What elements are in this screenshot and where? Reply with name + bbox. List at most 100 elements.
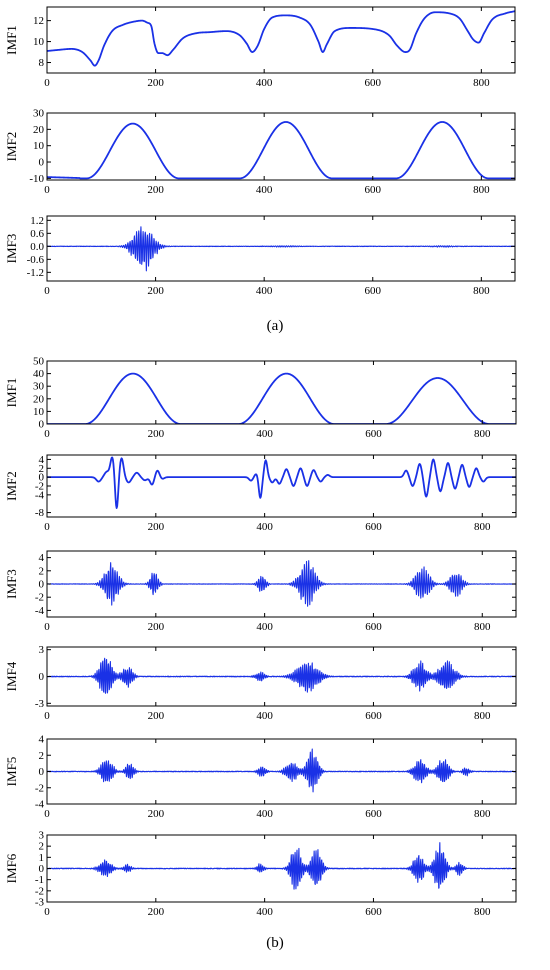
subplot-1: 0 200 400 600 800 8 10 12 IMF1 (4, 6, 516, 89)
x-tick-label: 200 (147, 184, 164, 196)
y-tick-label: 0.6 (30, 228, 44, 240)
y-tick-label: 2 (39, 841, 45, 853)
y-axis-label: IMF1 (4, 378, 19, 408)
y-tick-label: 1.2 (30, 215, 44, 227)
y-tick-label: -2 (35, 885, 44, 897)
x-tick-label: 0 (44, 521, 50, 533)
y-axis-label: IMF5 (4, 757, 19, 787)
x-tick-label: 600 (365, 77, 382, 89)
x-tick-label: 0 (44, 428, 50, 440)
x-tick-label: 200 (148, 808, 165, 820)
x-tick-label: 400 (256, 621, 273, 633)
y-axis-label: IMF3 (4, 569, 19, 599)
x-tick-label: 600 (365, 808, 382, 820)
x-tick-label: 800 (474, 521, 491, 533)
y-axis-label: IMF4 (4, 661, 19, 691)
x-tick-label: 400 (256, 184, 273, 196)
y-tick-label: 2 (39, 565, 45, 577)
y-tick-label: -8 (35, 507, 45, 519)
y-tick-label: -3 (35, 897, 45, 909)
x-tick-label: 200 (147, 285, 164, 297)
y-tick-label: 0.0 (30, 241, 44, 253)
y-tick-label: -4 (35, 605, 45, 617)
y-tick-label: 0 (39, 419, 45, 431)
y-tick-label: 12 (33, 15, 44, 27)
x-tick-label: 600 (365, 428, 382, 440)
data-line-3 (47, 226, 515, 272)
x-tick-label: 400 (256, 77, 273, 89)
y-tick-label: 4 (39, 552, 45, 564)
y-tick-label: 0 (39, 671, 45, 683)
y-tick-label: 3 (39, 830, 45, 842)
x-tick-label: 0 (44, 621, 50, 633)
x-tick-label: 800 (473, 184, 490, 196)
x-tick-label: 400 (256, 906, 273, 918)
y-tick-label: 0 (39, 472, 45, 484)
x-tick-label: 400 (256, 808, 273, 820)
data-line-9 (47, 842, 516, 890)
y-tick-label: -2 (35, 592, 44, 604)
x-tick-label: 200 (148, 710, 165, 722)
x-tick-label: 600 (365, 184, 382, 196)
y-tick-label: -10 (29, 173, 44, 185)
y-tick-label: -4 (35, 489, 45, 501)
y-tick-label: 3 (39, 644, 45, 656)
axes-frame (46, 112, 516, 181)
y-tick-label: 2 (39, 463, 45, 475)
y-tick-label: 0 (39, 157, 45, 169)
y-tick-label: 8 (39, 57, 45, 69)
x-tick-label: 800 (474, 621, 491, 633)
y-tick-label: -3 (35, 698, 45, 710)
x-tick-label: 0 (44, 184, 50, 196)
x-tick-label: 600 (365, 285, 382, 297)
y-tick-label: -1 (35, 874, 44, 886)
y-tick-label: 0 (39, 579, 45, 591)
axes-frame (46, 215, 516, 282)
caption-b: (b) (266, 935, 284, 951)
y-tick-label: -2 (35, 481, 44, 493)
x-tick-label: 600 (365, 521, 382, 533)
x-tick-label: 200 (148, 521, 165, 533)
y-axis-label: IMF6 (4, 853, 19, 883)
caption-a: (a) (266, 318, 284, 334)
x-tick-label: 0 (44, 906, 50, 918)
y-axis-label: IMF2 (4, 132, 19, 162)
x-tick-label: 0 (44, 710, 50, 722)
y-tick-label: 50 (33, 356, 45, 368)
data-line-6 (47, 560, 516, 607)
data-line-5 (47, 456, 516, 509)
x-tick-label: 800 (473, 77, 490, 89)
data-line-2 (47, 121, 515, 180)
axes-frame (46, 360, 517, 425)
y-tick-label: -1.2 (27, 267, 44, 279)
data-line-7 (47, 657, 516, 694)
y-tick-label: 0 (39, 863, 45, 875)
y-tick-label: 10 (33, 140, 45, 152)
axes-frame (46, 6, 516, 74)
y-tick-label: 30 (33, 108, 45, 120)
y-tick-label: -0.6 (27, 254, 45, 266)
data-line-1 (47, 10, 515, 67)
x-tick-label: 400 (256, 710, 273, 722)
x-tick-label: 600 (365, 906, 382, 918)
y-axis-label: IMF1 (4, 25, 19, 55)
x-tick-label: 200 (147, 77, 164, 89)
x-tick-label: 400 (256, 521, 273, 533)
x-tick-label: 800 (474, 710, 491, 722)
x-tick-label: 0 (44, 808, 50, 820)
y-tick-label: 10 (33, 406, 45, 418)
x-tick-label: 200 (148, 621, 165, 633)
y-tick-label: 1 (39, 852, 45, 864)
y-tick-label: 2 (39, 750, 45, 762)
subplot-8: 0 200 400 600 800 -4 -2 0 2 4 IMF5 (4, 734, 517, 820)
data-line-4 (47, 372, 516, 424)
y-tick-label: 4 (39, 734, 45, 746)
